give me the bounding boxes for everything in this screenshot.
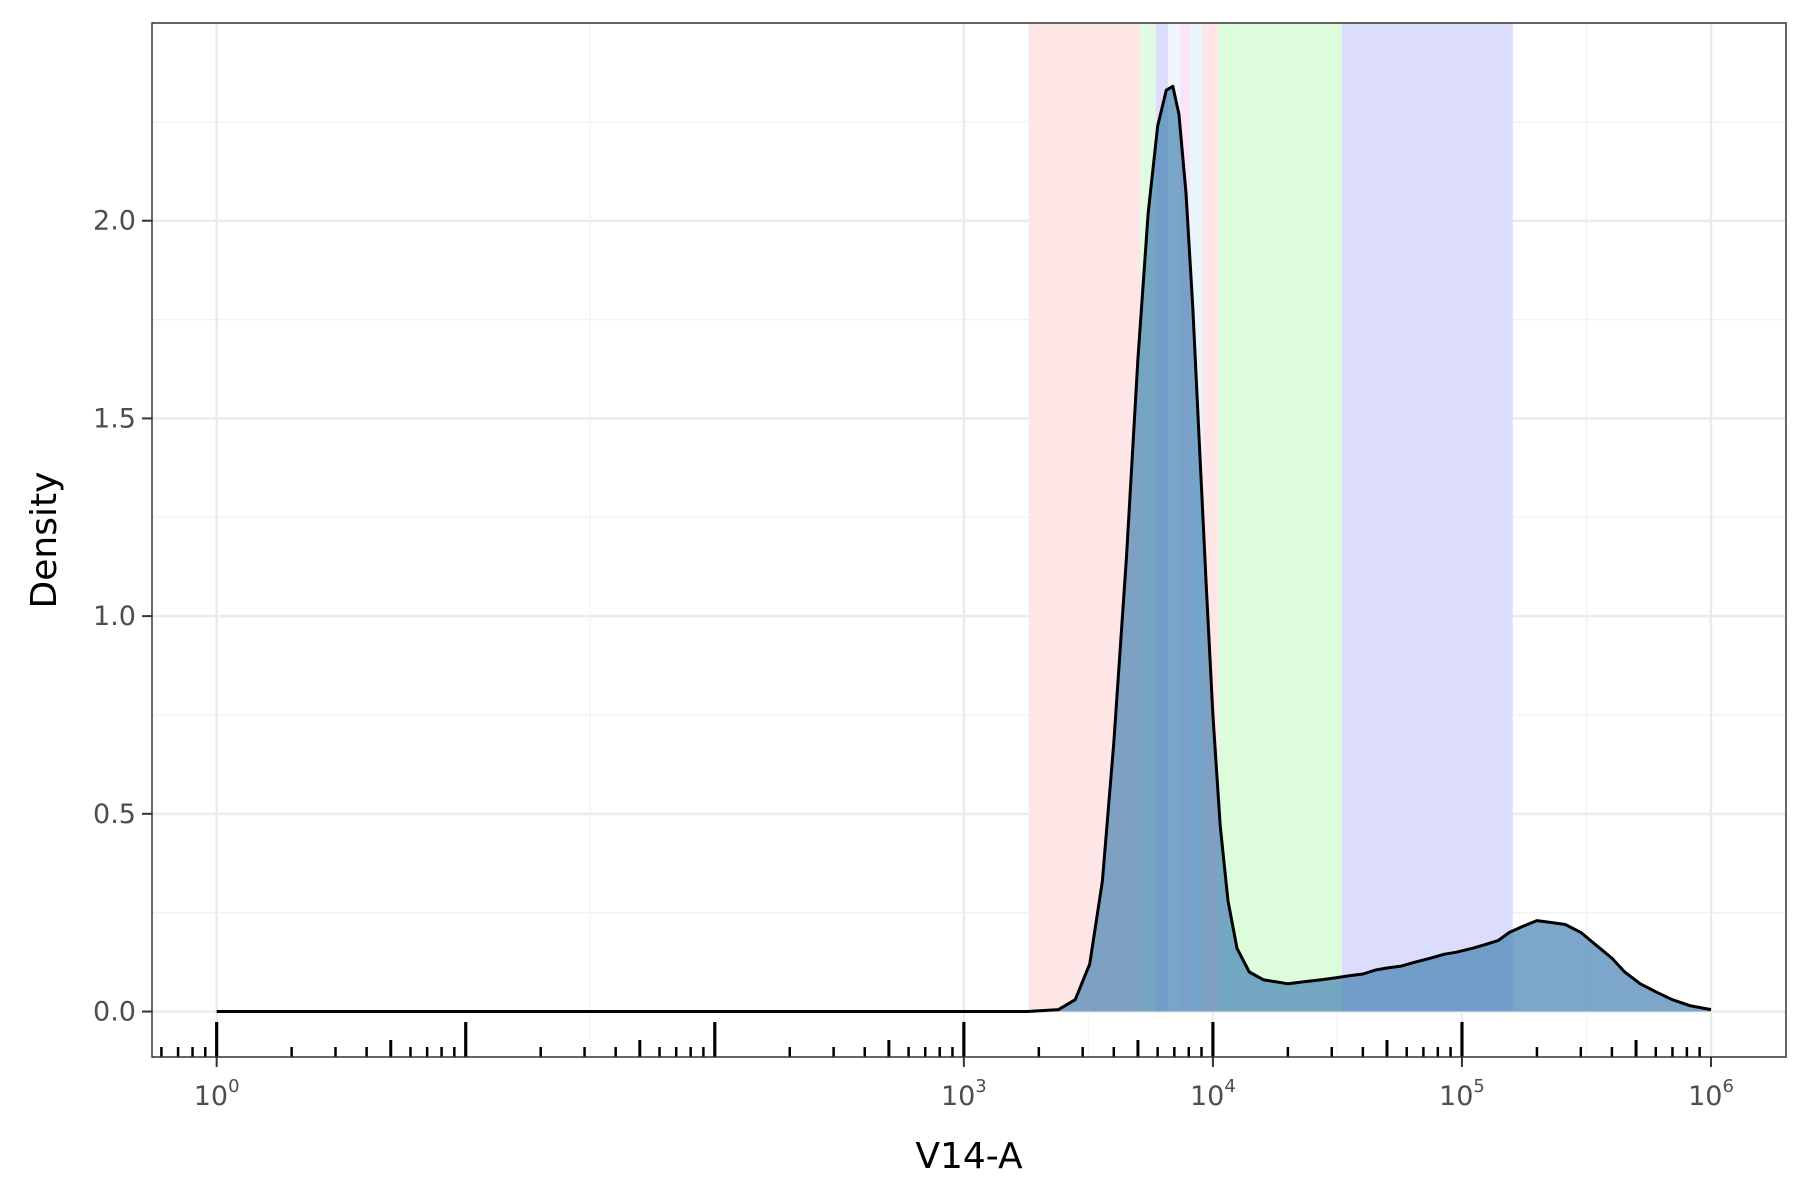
plot-panel bbox=[152, 23, 1786, 1057]
y-tick-label: 2.0 bbox=[93, 206, 136, 237]
density-line bbox=[216, 84, 1712, 1013]
y-tick-label: 0.0 bbox=[93, 997, 136, 1028]
x-rug-ticks bbox=[160, 1022, 1701, 1057]
y-axis-ticks: 0.0 0.5 1.0 1.5 2.0 bbox=[93, 206, 152, 1028]
grid-lines bbox=[152, 23, 1786, 1057]
gate-regions bbox=[1028, 23, 1513, 1012]
x-tick-label: 103 bbox=[941, 1076, 987, 1112]
y-axis-title: Density bbox=[24, 472, 65, 609]
plot-border bbox=[151, 22, 1787, 1058]
y-tick-label: 1.0 bbox=[93, 601, 136, 632]
x-axis-title: V14-A bbox=[915, 1136, 1023, 1177]
density-series bbox=[216, 84, 1712, 1013]
x-axis-ticks: 100 103 104 105 106 bbox=[194, 1057, 1734, 1112]
y-tick-label: 0.5 bbox=[93, 799, 136, 830]
gate-region bbox=[1342, 23, 1513, 1012]
gate-region bbox=[1218, 23, 1343, 1012]
x-tick-label: 105 bbox=[1439, 1076, 1485, 1112]
x-tick-label: 100 bbox=[194, 1076, 240, 1112]
x-tick-label: 106 bbox=[1688, 1076, 1734, 1112]
x-tick-label: 104 bbox=[1190, 1076, 1236, 1112]
y-tick-label: 1.5 bbox=[93, 403, 136, 434]
